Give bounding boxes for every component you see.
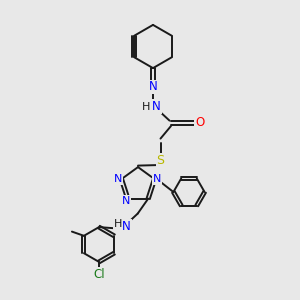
Text: S: S: [157, 154, 164, 167]
Text: O: O: [195, 116, 204, 130]
Text: N: N: [152, 100, 161, 113]
Text: N: N: [122, 220, 131, 233]
Text: N: N: [122, 196, 130, 206]
Text: N: N: [153, 174, 161, 184]
Text: N: N: [148, 80, 158, 94]
Text: H: H: [142, 101, 151, 112]
Text: Cl: Cl: [93, 268, 105, 281]
Text: N: N: [114, 174, 123, 184]
Text: H: H: [114, 219, 122, 230]
